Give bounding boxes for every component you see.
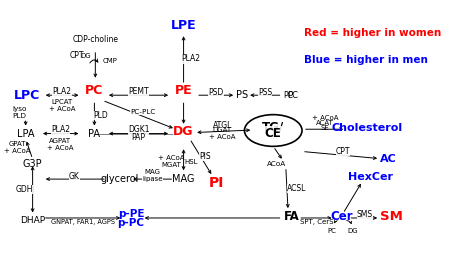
Text: HSL: HSL <box>185 159 198 165</box>
Text: PS: PS <box>236 90 248 100</box>
Text: PC-PLC: PC-PLC <box>130 109 155 115</box>
Text: PAP: PAP <box>131 133 146 142</box>
Text: PC: PC <box>328 228 336 234</box>
Text: Red = higher in women: Red = higher in women <box>304 28 442 38</box>
Text: PSS: PSS <box>258 88 272 97</box>
Text: p-PC: p-PC <box>118 218 145 228</box>
Text: PA: PA <box>88 129 100 139</box>
Text: PIS: PIS <box>200 152 211 161</box>
Text: DG: DG <box>173 125 194 138</box>
Text: LPC: LPC <box>14 89 40 102</box>
Text: DG: DG <box>347 228 357 234</box>
Text: SE: SE <box>321 125 329 131</box>
Text: LPA: LPA <box>17 129 35 139</box>
Text: Cholesterol: Cholesterol <box>331 123 402 133</box>
Text: GK: GK <box>69 171 80 181</box>
Text: PLA2: PLA2 <box>181 54 200 63</box>
Text: DG: DG <box>81 52 91 58</box>
Text: PI: PI <box>209 176 224 190</box>
Text: SMS: SMS <box>356 210 373 219</box>
Text: GPAT
+ ACoA: GPAT + ACoA <box>4 141 31 155</box>
Text: PLD: PLD <box>93 111 108 120</box>
Text: FA: FA <box>284 210 300 223</box>
Text: ACSL: ACSL <box>287 184 306 193</box>
Text: G3P: G3P <box>23 159 43 169</box>
Text: LPCAT
+ ACoA: LPCAT + ACoA <box>49 99 75 112</box>
Text: TG/: TG/ <box>262 120 284 133</box>
Text: PC: PC <box>85 84 103 97</box>
Text: Cer: Cer <box>330 210 353 223</box>
Text: CE: CE <box>265 127 282 140</box>
Text: AGPAT
+ ACoA: AGPAT + ACoA <box>47 138 74 151</box>
Text: CPT: CPT <box>336 147 350 156</box>
Text: + ACoA
MGAT: + ACoA MGAT <box>158 155 184 168</box>
Text: p-PE: p-PE <box>118 209 145 219</box>
Text: MAG: MAG <box>173 174 195 184</box>
Text: CPT: CPT <box>70 51 84 60</box>
Text: DHAP: DHAP <box>20 216 45 225</box>
Text: ATGL: ATGL <box>213 121 233 130</box>
Text: PSD: PSD <box>209 88 224 97</box>
Text: HexCer: HexCer <box>348 172 393 182</box>
Text: glycerol: glycerol <box>101 174 139 184</box>
Text: ACAT: ACAT <box>316 120 334 126</box>
Text: PLA2: PLA2 <box>51 126 70 134</box>
Text: AC: AC <box>380 154 396 164</box>
Text: SM: SM <box>380 210 402 223</box>
Text: CDP-choline: CDP-choline <box>73 35 118 44</box>
Text: GNPAT, FAR1, AGPS: GNPAT, FAR1, AGPS <box>51 219 115 225</box>
Text: MAG
lipase: MAG lipase <box>142 169 163 182</box>
Text: PC: PC <box>283 91 293 100</box>
Text: PEMT: PEMT <box>128 87 149 96</box>
Text: DGAT
+ ACoA: DGAT + ACoA <box>209 127 236 140</box>
Text: DGK1: DGK1 <box>128 126 149 134</box>
Text: lyso
PLD: lyso PLD <box>12 106 27 119</box>
Text: Blue = higher in men: Blue = higher in men <box>304 55 428 65</box>
Text: PE: PE <box>175 84 192 97</box>
Text: CMP: CMP <box>102 58 117 64</box>
Text: SPT, CerS: SPT, CerS <box>300 219 334 225</box>
Text: PLA2: PLA2 <box>52 87 72 96</box>
Text: GDH: GDH <box>16 185 33 194</box>
Text: LPE: LPE <box>171 19 196 32</box>
Text: + ACoA: + ACoA <box>312 115 338 121</box>
Text: ACoA: ACoA <box>267 161 286 167</box>
Text: PC: PC <box>287 91 298 100</box>
